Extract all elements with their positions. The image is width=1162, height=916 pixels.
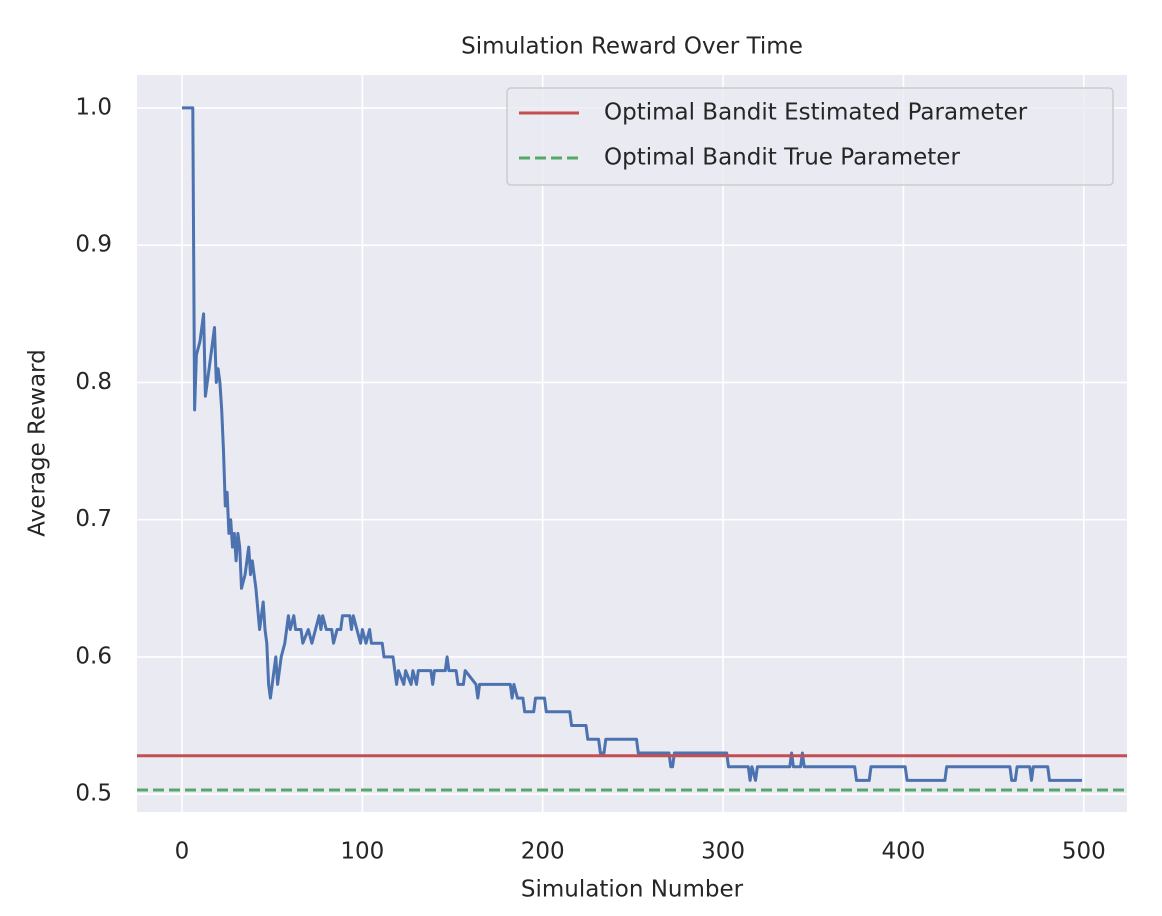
y-tick-label: 0.8 bbox=[75, 369, 112, 395]
legend-label: Optimal Bandit True Parameter bbox=[604, 145, 960, 171]
x-axis-label: Simulation Number bbox=[521, 877, 744, 903]
plot-area bbox=[137, 75, 1127, 812]
legend-label: Optimal Bandit Estimated Parameter bbox=[604, 100, 1028, 126]
x-tick-label: 400 bbox=[881, 839, 925, 865]
data-line bbox=[182, 106, 1082, 782]
x-tick-label: 200 bbox=[521, 839, 565, 865]
x-tick-label: 300 bbox=[701, 839, 745, 865]
chart-title: Simulation Reward Over Time bbox=[461, 34, 803, 60]
y-axis-label: Average Reward bbox=[25, 349, 51, 536]
y-tick-label: 1.0 bbox=[75, 94, 112, 120]
legend-box bbox=[506, 87, 1114, 186]
y-tick-label: 0.7 bbox=[75, 506, 112, 532]
x-tick-label: 0 bbox=[175, 839, 190, 865]
y-tick-label: 0.5 bbox=[75, 781, 112, 807]
y-tick-label: 0.9 bbox=[75, 232, 112, 258]
x-tick-label: 100 bbox=[340, 839, 384, 865]
y-tick-label: 0.6 bbox=[75, 643, 112, 669]
x-tick-label: 500 bbox=[1062, 839, 1106, 865]
